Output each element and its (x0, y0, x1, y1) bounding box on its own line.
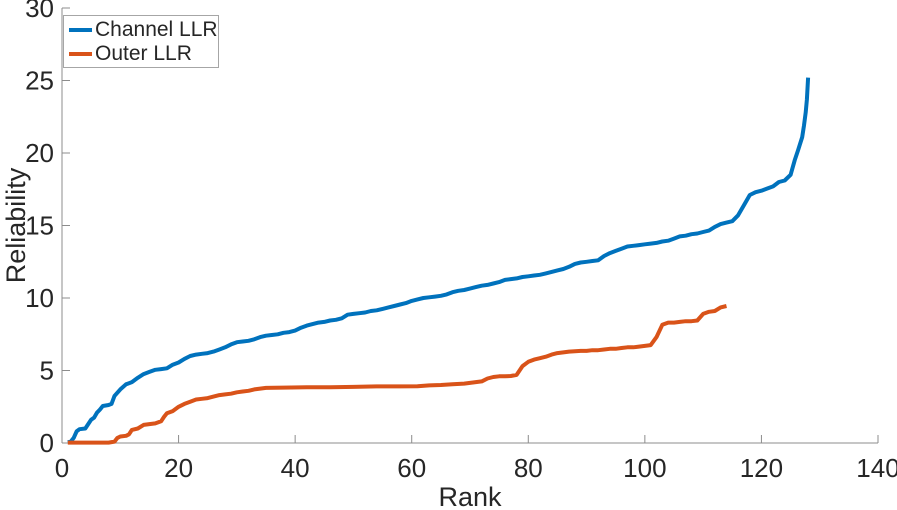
x-tick-label: 100 (623, 453, 666, 483)
y-tick-label: 20 (25, 138, 54, 168)
x-tick-label: 0 (55, 453, 69, 483)
x-axis-label: Rank (438, 482, 502, 510)
series-line-channel-llr (67, 77, 811, 445)
x-tick-label: 140 (856, 453, 897, 483)
y-tick-label: 25 (25, 66, 54, 96)
legend-line-sample-channel-llr (69, 28, 92, 32)
x-tick-label: 20 (164, 453, 193, 483)
legend-line-sample-outer-llr (69, 52, 92, 56)
x-tick-label: 40 (281, 453, 310, 483)
y-tick-label: 10 (25, 283, 54, 313)
legend-label-channel-llr: Channel LLR (95, 18, 218, 41)
legend-item-channel-llr: Channel LLR (69, 18, 218, 42)
y-tick-label: 5 (40, 356, 54, 386)
y-tick-label: 15 (25, 211, 54, 241)
y-tick-label: 30 (25, 0, 54, 23)
legend-label-outer-llr: Outer LLR (95, 42, 192, 65)
legend: Channel LLR Outer LLR (63, 15, 219, 68)
y-axis-label: Reliability (1, 167, 31, 283)
series-line-outer-llr (67, 304, 727, 445)
x-tick-label: 120 (740, 453, 783, 483)
legend-item-outer-llr: Outer LLR (69, 42, 218, 66)
x-tick-label: 60 (397, 453, 426, 483)
y-tick-label: 0 (40, 428, 54, 458)
x-tick-label: 80 (514, 453, 543, 483)
